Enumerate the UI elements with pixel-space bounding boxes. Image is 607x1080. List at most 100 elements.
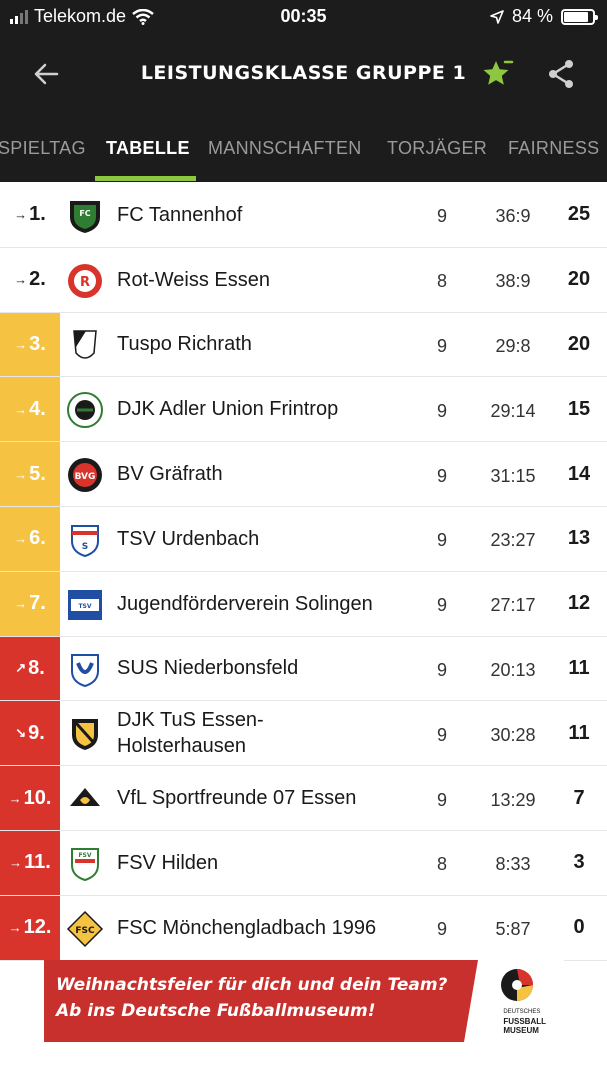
back-button[interactable] — [28, 56, 64, 92]
rank-number: 2. — [29, 268, 46, 291]
games-played: 9 — [436, 530, 447, 551]
table-row[interactable]: → 12. FSC FSC Mönchengladbach 1996 9 5:87 0 — [0, 895, 607, 961]
tab-fairness[interactable]: FAIRNESS — [508, 138, 600, 158]
fsv-hilden-crest-icon: FSV — [66, 845, 104, 883]
team-name: VfL Sportfreunde 07 Essen — [117, 787, 357, 810]
games-played: 9 — [436, 595, 447, 616]
team-name: TSV Urdenbach — [117, 527, 260, 550]
fsc-moenchengladbach-crest-icon: FSC — [66, 910, 104, 948]
trend-arrow-icon: ↘ — [15, 725, 27, 741]
battery-icon — [561, 8, 598, 25]
goal-ratio: 29:8 — [495, 335, 531, 356]
goal-ratio: 23:27 — [490, 530, 536, 551]
table-row[interactable]: → 7. TSV Jugendförderverein Solingen 9 27:17 1… — [0, 571, 607, 637]
games-played: 8 — [436, 271, 447, 292]
team-name: SUS Niederbonsfeld — [117, 657, 299, 680]
trend-arrow-icon: → — [14, 531, 28, 547]
points: 7 — [573, 786, 585, 809]
banner-line-1: Weihnachtsfeier für dich und dein Team? — [56, 975, 448, 995]
museum-logo-line-1: DEUTSCHES — [503, 1009, 541, 1015]
share-icon — [549, 60, 573, 88]
team-name: Rot-Weiss Essen — [117, 268, 271, 291]
status-right: 84 % — [490, 6, 598, 27]
rank-cell: → 5. — [0, 442, 60, 506]
games-played: 8 — [436, 854, 447, 875]
svg-text:BVG: BVG — [75, 472, 96, 482]
team-name: DJK TuS Essen-Holsterhausen — [117, 709, 264, 758]
active-tab-indicator — [95, 176, 196, 181]
rank-cell: → 4. — [0, 377, 60, 442]
points: 11 — [568, 721, 590, 744]
svg-text:TSV: TSV — [78, 603, 91, 610]
museum-logo-area: DEUTSCHES FUSSBALL MUSEUM — [464, 960, 564, 1042]
clock: 00:35 — [280, 6, 327, 26]
tab-tabelle[interactable]: TABELLE — [106, 138, 190, 158]
trend-arrow-icon: → — [8, 920, 22, 936]
museum-logo-text: DEUTSCHES FUSSBALL MUSEUM — [503, 1008, 546, 1035]
trend-arrow-icon: → — [14, 207, 28, 223]
ad-banner[interactable]: Weihnachtsfeier für dich und dein Team? … — [44, 960, 564, 1042]
trend-arrow-icon: → — [14, 596, 28, 612]
svg-text:R: R — [80, 275, 90, 290]
team-name: Jugendförderverein Solingen — [117, 592, 373, 615]
games-played: 9 — [436, 919, 447, 940]
rank-cell: → 12. — [0, 895, 60, 960]
status-bar: Telekom.de 00:35 84 % — [0, 0, 607, 34]
goal-ratio: 36:9 — [495, 206, 531, 227]
rank-number: 5. — [29, 462, 46, 485]
trend-arrow-icon: → — [8, 790, 22, 806]
goal-ratio: 20:13 — [490, 659, 536, 680]
games-played: 9 — [436, 724, 447, 745]
svg-text:S: S — [82, 542, 88, 552]
goal-ratio: 27:17 — [490, 595, 536, 616]
rank-cell: → 10. — [0, 766, 60, 830]
rank-number: 6. — [29, 527, 46, 550]
trend-arrow-icon: → — [9, 855, 23, 871]
points: 14 — [567, 462, 591, 485]
trend-arrow-icon: → — [14, 272, 28, 288]
trend-arrow-icon: → — [14, 336, 28, 352]
museum-logo-line-2: FUSSBALL — [503, 1017, 546, 1026]
goal-ratio: 5:87 — [495, 919, 531, 940]
points: 0 — [573, 916, 585, 939]
tab-spieltag[interactable]: SPIELTAG — [0, 138, 86, 158]
goal-ratio: 8:33 — [495, 854, 531, 875]
trend-arrow-icon: ↗ — [15, 660, 27, 676]
team-name: FC Tannenhof — [117, 203, 243, 226]
goal-ratio: 31:15 — [490, 465, 536, 486]
rank-number: 10. — [23, 786, 52, 809]
team-name: BV Gräfrath — [117, 463, 223, 486]
team-name: Tuspo Richrath — [117, 333, 252, 356]
tab-mannschaften[interactable]: MANNSCHAFTEN — [208, 138, 362, 158]
standings-table: → 1. FC FC Tannenhof 9 36:9 25 → 2. R Rot-Weiss Es… — [0, 183, 607, 961]
table-row[interactable]: ↗ 8. SUS Niederbonsfeld 9 20:13 11 — [0, 636, 607, 702]
points: 20 — [567, 332, 591, 355]
football-icon — [501, 969, 533, 1001]
star-icon — [483, 60, 514, 85]
favorite-button[interactable] — [479, 56, 515, 92]
svg-text:FSC: FSC — [75, 926, 95, 936]
carrier-label: Telekom.de — [34, 6, 127, 26]
table-row[interactable]: ↘ 9. DJK TuS Essen-Holsterhausen 9 30:28 11 — [0, 701, 607, 767]
table-row[interactable]: → 4. DJK Adler Union Frintrop 9 29:14 15 — [0, 377, 607, 443]
table-row[interactable]: → 5. BVG BV Gräfrath 9 31:15 14 — [0, 442, 607, 507]
table-row[interactable]: → 11. FSV FSV Hilden 8 8:33 3 — [0, 830, 607, 896]
games-played: 9 — [436, 789, 447, 810]
share-button[interactable] — [544, 56, 580, 92]
team-name: DJK Adler Union Frintrop — [117, 398, 339, 421]
rank-cell: ↗ 8. — [0, 636, 60, 701]
signal-icon — [10, 9, 28, 24]
table-row[interactable]: → 1. FC FC Tannenhof 9 36:9 25 — [0, 183, 607, 248]
rank-cell: → 1. — [0, 183, 60, 247]
table-row[interactable]: → 2. R Rot-Weiss Essen 8 38:9 20 — [0, 247, 607, 313]
location-arrow-icon — [490, 9, 504, 24]
table-row[interactable]: → 10. VfL Sportfreunde 07 Essen 9 13:29 7 — [0, 766, 607, 831]
djk-tus-essen-holsterhausen-crest-icon — [66, 715, 104, 753]
goal-ratio: 38:9 — [495, 271, 531, 292]
table-row[interactable]: → 6. S TSV Urdenbach 9 23:27 13 — [0, 506, 607, 572]
rank-cell: ↘ 9. — [0, 701, 60, 766]
rank-number: 9. — [28, 721, 45, 744]
team-name: FSV Hilden — [117, 851, 219, 874]
tab-torjaeger[interactable]: TORJÄGER — [387, 138, 488, 158]
table-row[interactable]: → 3. Tuspo Richrath 9 29:8 20 — [0, 312, 607, 378]
